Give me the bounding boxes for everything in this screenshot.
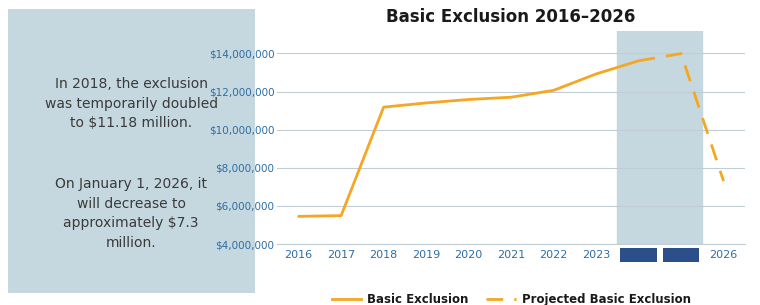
Text: On January 1, 2026, it
will decrease to
approximately $7.3
million.: On January 1, 2026, it will decrease to … (55, 177, 207, 250)
Text: In 2018, the exclusion
was temporarily doubled
to $11.18 million.: In 2018, the exclusion was temporarily d… (45, 77, 217, 130)
Bar (617, 30, 702, 244)
Legend: Basic Exclusion, Projected Basic Exclusion: Basic Exclusion, Projected Basic Exclusi… (327, 288, 695, 305)
Title: Basic Exclusion 2016–2026: Basic Exclusion 2016–2026 (386, 8, 636, 26)
